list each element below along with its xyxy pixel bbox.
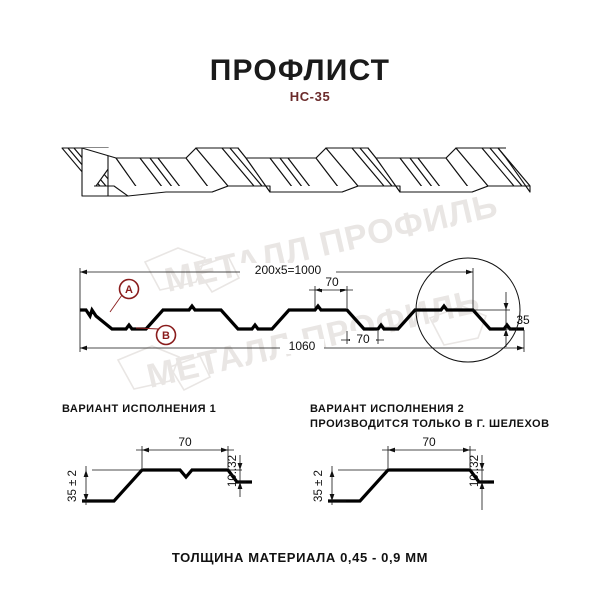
dimension-bottom-flange-label: 70 [356,332,370,346]
variant-2-block: ВАРИАНТ ИСПОЛНЕНИЯ 2 ПРОИЗВОДИТСЯ ТОЛЬКО… [310,403,550,510]
dimension-height-label: 35 [516,313,530,327]
variant-1-profile [82,468,252,503]
variant-2-title-line1: ВАРИАНТ ИСПОЛНЕНИЯ 2 [310,403,464,415]
variant-1-dim-height: 35 ± 2 [67,466,142,505]
variant-2-dim-flange: 10..32 [469,455,488,510]
variant-1-dim-flange: 10..32 [227,455,246,497]
marker-b-label: B [162,330,170,342]
variant-2-dim-flange-label: 10..32 [469,455,481,487]
variant-1-dim-flange-label: 10..32 [227,455,239,487]
dimension-pitch-total-label: 200x5=1000 [255,263,322,277]
watermark-logo-right [428,305,488,346]
product-code: НС-35 [290,89,331,104]
isometric-profile-view [61,147,531,197]
dimension-bottom-flange: 70 [341,331,384,346]
material-thickness-note: ТОЛЩИНА МАТЕРИАЛА 0,45 - 0,9 ММ [172,550,428,565]
main-cross-section: 200x5=1000 1060 70 [79,257,530,363]
dimension-overall-width-label: 1060 [289,339,316,353]
variant-1-dim-width-label: 70 [178,435,192,449]
variant-1-dim-width: 70 [136,434,234,468]
page-title: ПРОФЛИСТ [210,54,390,87]
detail-callout-circle [415,257,521,363]
marker-a: A [109,278,140,313]
variant-1-dim-height-label: 35 ± 2 [67,470,79,502]
variant-2-dim-width: 70 [382,434,476,468]
dimension-pitch-total: 200x5=1000 [79,263,474,352]
variant-2-dim-height: 35 ± 2 [313,466,388,505]
marker-a-label: A [125,284,133,296]
variant-1-block: ВАРИАНТ ИСПОЛНЕНИЯ 1 70 10..32 [62,403,252,505]
watermark-group: МЕТАЛЛ ПРОФИЛЬ МЕТАЛЛ ПРОФИЛЬ [116,186,502,396]
variant-2-dim-height-label: 35 ± 2 [313,470,325,502]
dimension-height: 35 [473,292,530,347]
dimension-top-flange-label: 70 [325,275,339,289]
variant-2-dim-width-label: 70 [422,435,436,449]
watermark-logo-upper [143,247,241,294]
variant-2-title-line2: ПРОИЗВОДИТСЯ ТОЛЬКО В Г. ШЕЛЕХОВ [310,418,550,430]
dimension-overall-width: 1060 [80,330,525,354]
dimension-top-flange: 70 [309,275,353,308]
variant-1-title: ВАРИАНТ ИСПОЛНЕНИЯ 1 [62,403,216,415]
profile-outline [80,303,524,331]
marker-b: B [135,324,177,346]
